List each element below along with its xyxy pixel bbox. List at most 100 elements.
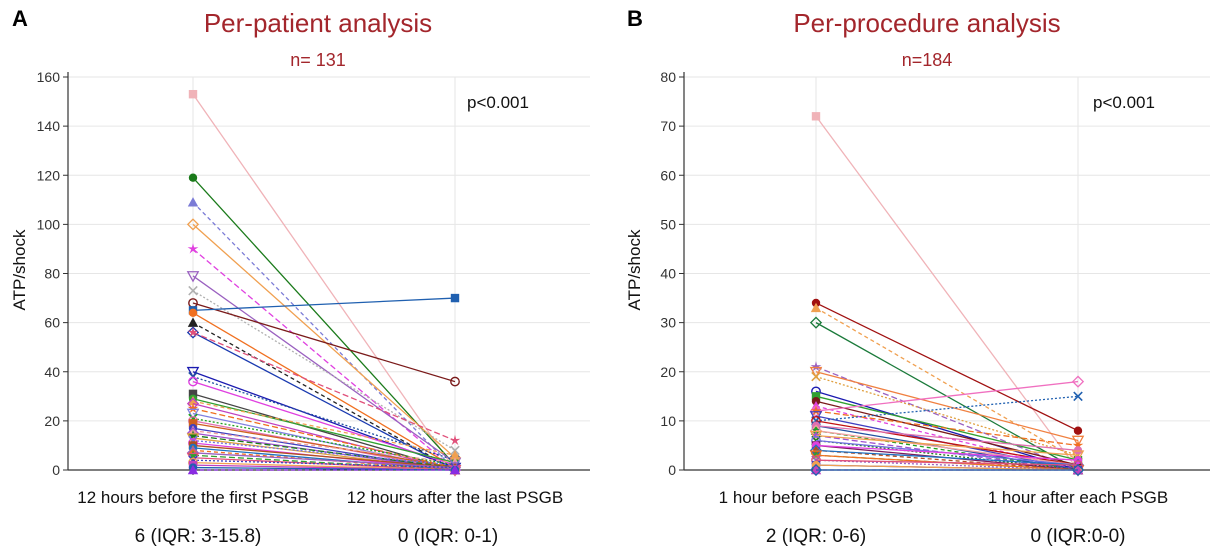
panel-a-subtitle: n= 131 [290,50,346,70]
panel-a-point-after [449,450,461,460]
panel-a-series-line [192,297,456,311]
panel-b-series-line [815,449,1079,471]
panel-a-point-before [187,197,199,207]
panel-a-point-before [186,366,200,379]
panel-a-series-line [192,403,456,471]
panel-a-series-line [192,177,456,466]
panel-a-point-before [188,389,198,399]
panel-b-series-0 [811,112,1083,475]
panel-b-series-line [815,376,1079,456]
panel-b-series-layer [809,112,1085,477]
panel-a-point-before [188,308,198,317]
panel-b-point-after [1071,450,1085,462]
panel-a-series-line [192,331,456,442]
panel-b-subtitle: n=184 [902,50,953,70]
panel-a: 0 20 40 60 80 100 120 140 160 A Per-patient anal… [10,6,590,547]
panel-a-y-tick-label: 60 [44,315,60,331]
panel-a-point-before [188,89,198,99]
panel-b-series-line [815,400,1079,466]
panel-a-x-category-after: 12 hours after the last PSGB [347,488,563,507]
panel-b-point-before [810,302,822,313]
panel-a-series-line [192,322,456,471]
panel-a-summary-before: 6 (IQR: 3-15.8) [135,526,262,547]
panel-b-series-line [815,395,1079,461]
panel-b-series-line [815,430,1079,471]
panel-a-series-line [192,380,456,466]
panel-b-series-12 [810,405,1084,450]
panel-b-series-line [815,464,1079,471]
panel-a-title: Per-patient analysis [204,8,432,38]
panel-b-series-line [815,380,1079,412]
panel-a-y-tick-label: 20 [44,413,60,429]
panel-a-series-line [192,444,456,469]
panel-a-series-line [192,400,456,456]
panel-b-series-line [815,307,1079,461]
panel-b-point-after [1071,375,1085,388]
panel-b-plot-area: 0 10 20 30 40 50 60 70 80 [660,69,1210,478]
panel-a-point-after [450,293,460,303]
panel-a-point-before [186,326,200,339]
panel-b-summary-before: 2 (IQR: 0-6) [766,526,866,547]
panel-a-series-line [192,312,456,469]
panel-a-series-line [192,422,456,469]
panel-a-series-line [192,275,456,464]
panel-a-point-before [187,326,199,338]
panel-b-point-before [810,429,822,441]
panel-b: 0 10 20 30 40 50 60 70 80 B Per-procedure analys… [625,6,1210,547]
panel-b-point-before [809,430,823,443]
panel-b-point-before [811,392,821,401]
panel-b-series-21 [809,430,1085,462]
panel-a-y-tick-label: 100 [37,216,61,232]
panel-a-y-tick-label: 140 [37,118,61,134]
panel-a-point-after [450,376,460,387]
panel-b-point-before [811,371,821,382]
panel-a-series-line [192,457,456,471]
panel-a-point-before [188,285,198,296]
panel-a-summary-after: 0 (IQR: 0-1) [398,526,498,547]
panel-b-y-tick-label: 80 [660,69,676,85]
panel-a-point-after [449,434,461,446]
panel-a-p-value: p<0.001 [467,93,529,112]
panel-a-point-before [188,371,198,382]
panel-a-y-tick-label: 120 [37,167,61,183]
panel-b-point-before [810,405,822,416]
panel-b-point-before [809,366,823,379]
panel-b-point-before [809,463,823,477]
panel-b-y-tick-label: 20 [660,364,676,380]
panel-a-y-axis-label: ATP/shock [10,229,29,310]
panel-a-point-before [188,376,198,387]
panel-a-x-category-before: 12 hours before the first PSGB [77,488,309,507]
panel-a-series-line [192,398,456,464]
panel-b-y-tick-label: 40 [660,266,676,282]
panel-a-series-18 [187,396,461,460]
panel-b-point-after [1072,439,1084,450]
panel-a-point-after [449,464,461,475]
panel-b-series-line [815,371,1079,442]
panel-b-series-line [815,459,1079,466]
panel-b-series-line [815,425,1079,451]
panel-b-series-line [815,390,1079,471]
panel-b-letter: B [627,6,643,31]
panel-b-p-value: p<0.001 [1093,93,1155,112]
panel-b-x-category-after: 1 hour after each PSGB [988,488,1169,507]
panel-b-point-after [1073,391,1083,402]
panel-a-point-before [187,317,199,327]
panel-a-series-12 [187,326,461,446]
panel-b-x-category-before: 1 hour before each PSGB [719,488,914,507]
panel-a-series-4 [187,243,461,475]
panel-a-series-line [192,449,456,471]
panel-b-title: Per-procedure analysis [793,8,1060,38]
panel-b-y-axis-label: ATP/shock [625,229,644,310]
panel-b-point-before [810,361,822,372]
panel-a-y-tick-label: 160 [37,69,61,85]
panel-a-point-before [187,243,199,254]
panel-b-point-after [1071,463,1085,477]
panel-b-series-line [815,430,1079,466]
panel-b-point-after [1071,435,1085,448]
panel-b-y-tick-label: 50 [660,216,676,232]
panel-a-series-line [192,376,456,461]
panel-a-series-line [192,223,456,459]
panel-a-series-line [192,434,456,469]
panel-b-point-after [1073,426,1083,435]
